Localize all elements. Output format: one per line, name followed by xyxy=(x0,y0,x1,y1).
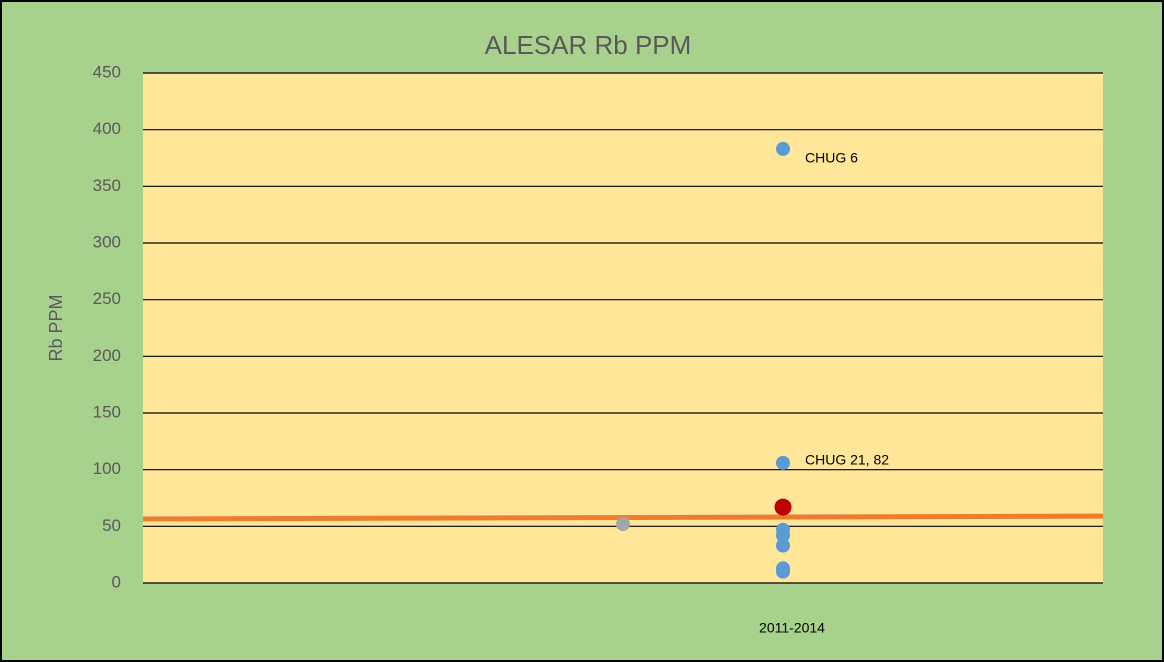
x-tick-label: 2011-2014 xyxy=(759,620,825,636)
point xyxy=(776,564,790,579)
point xyxy=(776,528,790,543)
y-tick-label: 450 xyxy=(93,62,121,81)
point xyxy=(616,517,630,532)
point xyxy=(774,498,792,516)
annotation: CHUG 6 xyxy=(805,150,858,166)
y-tick-label: 300 xyxy=(93,232,121,251)
plot-area xyxy=(143,73,1103,583)
y-tick-label: 100 xyxy=(93,459,121,478)
y-tick-label: 50 xyxy=(102,516,121,535)
y-tick-label: 350 xyxy=(93,176,121,195)
y-tick-label: 150 xyxy=(93,402,121,421)
point xyxy=(776,538,790,553)
chart-title: ALESAR Rb PPM xyxy=(485,30,692,60)
y-tick-label: 0 xyxy=(112,572,121,591)
y-axis-label: Rb PPM xyxy=(46,294,66,361)
y-tick-label: 200 xyxy=(93,346,121,365)
point xyxy=(776,455,790,470)
point xyxy=(776,141,790,156)
y-tick-label: 400 xyxy=(93,119,121,138)
y-tick-label: 250 xyxy=(93,289,121,308)
annotation: CHUG 21, 82 xyxy=(805,452,889,468)
